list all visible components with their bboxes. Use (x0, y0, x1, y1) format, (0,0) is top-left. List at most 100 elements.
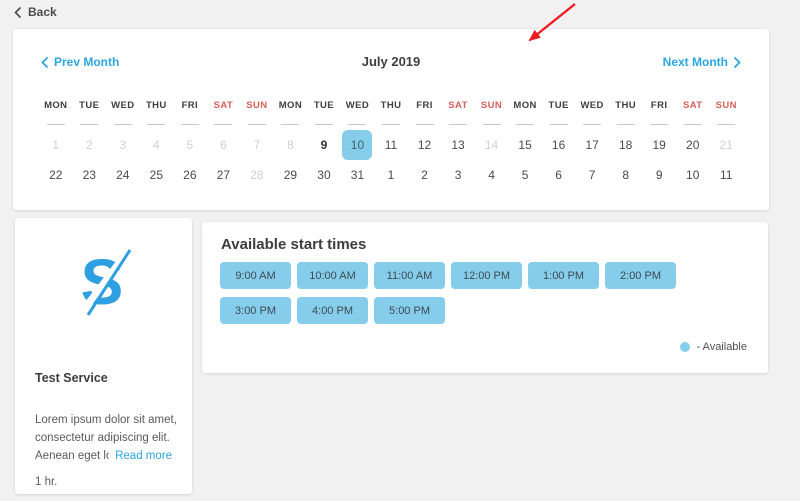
day-header-underline (247, 124, 266, 125)
day-header-underline (616, 124, 635, 125)
service-name: Test Service (35, 371, 108, 385)
date-cell[interactable]: 24 (116, 168, 130, 182)
description-line: Aenean eget lorem Read more (35, 447, 172, 465)
day-header-underline (281, 124, 300, 125)
day-header-underline (583, 124, 602, 125)
day-header: FRI (181, 100, 199, 111)
date-cell[interactable]: 3 (454, 168, 462, 182)
read-more-link[interactable]: Read more (115, 450, 172, 462)
calendar-month-title: July 2019 (361, 54, 421, 69)
date-cell[interactable]: 17 (585, 138, 599, 152)
day-header: SAT (682, 100, 703, 111)
day-column: FRI 19 9 (642, 100, 676, 190)
description-truncated-text: Aenean eget lorem (35, 450, 109, 462)
date-cell[interactable]: 10 (686, 168, 700, 182)
service-card: S Test Service Lorem ipsum dolor sit ame… (15, 218, 192, 494)
date-cell[interactable]: 16 (551, 138, 566, 152)
day-column: THU 18 8 (609, 100, 643, 190)
date-cell[interactable]: 11 (384, 138, 398, 152)
day-header-underline (214, 124, 233, 125)
time-slot-button[interactable]: 3:00 PM (220, 297, 291, 324)
date-cell[interactable]: 18 (618, 138, 633, 152)
date-cell[interactable]: 10 (342, 130, 373, 160)
day-header: WED (580, 100, 604, 111)
day-header: FRI (650, 100, 668, 111)
time-slot-button[interactable]: 12:00 PM (451, 262, 522, 289)
date-cell[interactable]: 25 (149, 168, 163, 182)
day-header-underline (683, 124, 702, 125)
time-slot-button[interactable]: 9:00 AM (220, 262, 291, 289)
day-column: SAT 13 3 (441, 100, 475, 190)
date-cell[interactable]: 22 (49, 168, 63, 182)
chevron-right-icon (734, 56, 741, 68)
day-header: TUE (548, 100, 569, 111)
date-cell[interactable]: 4 (488, 168, 495, 182)
date-cell[interactable]: 8 (622, 168, 629, 182)
day-header: SAT (448, 100, 468, 111)
day-column: MON 1 22 (39, 100, 73, 190)
date-cell[interactable]: 9 (320, 138, 328, 152)
date-cell[interactable]: 30 (317, 168, 331, 182)
day-column: TUE 9 30 (307, 100, 341, 190)
day-header: MON (44, 100, 68, 111)
chevron-left-icon (14, 6, 21, 18)
time-slot-button[interactable]: 1:00 PM (528, 262, 599, 289)
prev-month-button[interactable]: Prev Month (41, 53, 119, 71)
next-month-button[interactable]: Next Month (663, 53, 741, 71)
date-cell[interactable]: 20 (686, 138, 700, 152)
date-cell[interactable]: 26 (183, 168, 197, 182)
time-slot-button[interactable]: 11:00 AM (374, 262, 445, 289)
time-slot-button[interactable]: 5:00 PM (374, 297, 445, 324)
day-column: SUN 14 4 (475, 100, 509, 190)
date-cell: 7 (253, 138, 261, 152)
back-link[interactable]: Back (14, 5, 57, 19)
day-header: THU (380, 100, 402, 111)
date-cell[interactable]: 11 (720, 168, 733, 182)
day-header-underline (717, 124, 736, 125)
date-cell[interactable]: 31 (350, 168, 365, 182)
date-cell[interactable]: 23 (82, 168, 96, 182)
date-cell[interactable]: 7 (588, 168, 596, 182)
available-times-title: Available start times (221, 236, 367, 253)
date-cell[interactable]: 1 (387, 168, 395, 182)
day-header-underline (415, 124, 434, 125)
legend-label: - Available (696, 341, 747, 353)
date-cell[interactable]: 29 (283, 168, 298, 182)
day-column: FRI 5 26 (173, 100, 207, 190)
date-cell[interactable]: 15 (518, 138, 532, 152)
day-column: MON 15 5 (508, 100, 542, 190)
calendar-nav: Prev Month July 2019 Next Month (41, 53, 741, 71)
available-dot-icon (680, 342, 691, 352)
time-slot-button[interactable]: 4:00 PM (297, 297, 368, 324)
date-cell[interactable]: 19 (652, 138, 666, 152)
date-cell[interactable]: 27 (216, 168, 231, 182)
date-cell: 28 (250, 168, 264, 182)
day-header-underline (549, 124, 568, 125)
availability-legend: - Available (680, 341, 747, 353)
date-cell: 4 (152, 138, 160, 152)
day-header: THU (615, 100, 637, 111)
day-column: SAT 6 27 (207, 100, 241, 190)
day-header-underline (449, 124, 468, 125)
available-times-card: Available start times 9:00 AM 10:00 AM 11:… (202, 222, 768, 373)
date-cell: 21 (719, 138, 733, 152)
description-line: consectetur adipiscing elit. (35, 432, 170, 444)
date-cell[interactable]: 2 (421, 168, 428, 182)
day-header: TUE (79, 100, 100, 111)
time-slot-button[interactable]: 10:00 AM (297, 262, 368, 289)
date-cell[interactable]: 9 (655, 168, 663, 182)
date-cell[interactable]: 5 (521, 168, 529, 182)
date-cell: 8 (287, 138, 294, 152)
day-header-underline (516, 124, 535, 125)
day-header: SUN (480, 100, 503, 111)
chevron-left-icon (41, 56, 48, 68)
date-cell[interactable]: 13 (451, 138, 465, 152)
date-cell[interactable]: 12 (417, 138, 432, 152)
time-slot-button[interactable]: 2:00 PM (605, 262, 676, 289)
date-cell[interactable]: 6 (555, 168, 562, 182)
date-cell: 6 (220, 138, 227, 152)
calendar-card: Prev Month July 2019 Next Month MON 1 22 TU… (13, 29, 769, 210)
day-column: THU 4 25 (140, 100, 174, 190)
day-header-underline (482, 124, 501, 125)
day-column: TUE 16 6 (542, 100, 576, 190)
